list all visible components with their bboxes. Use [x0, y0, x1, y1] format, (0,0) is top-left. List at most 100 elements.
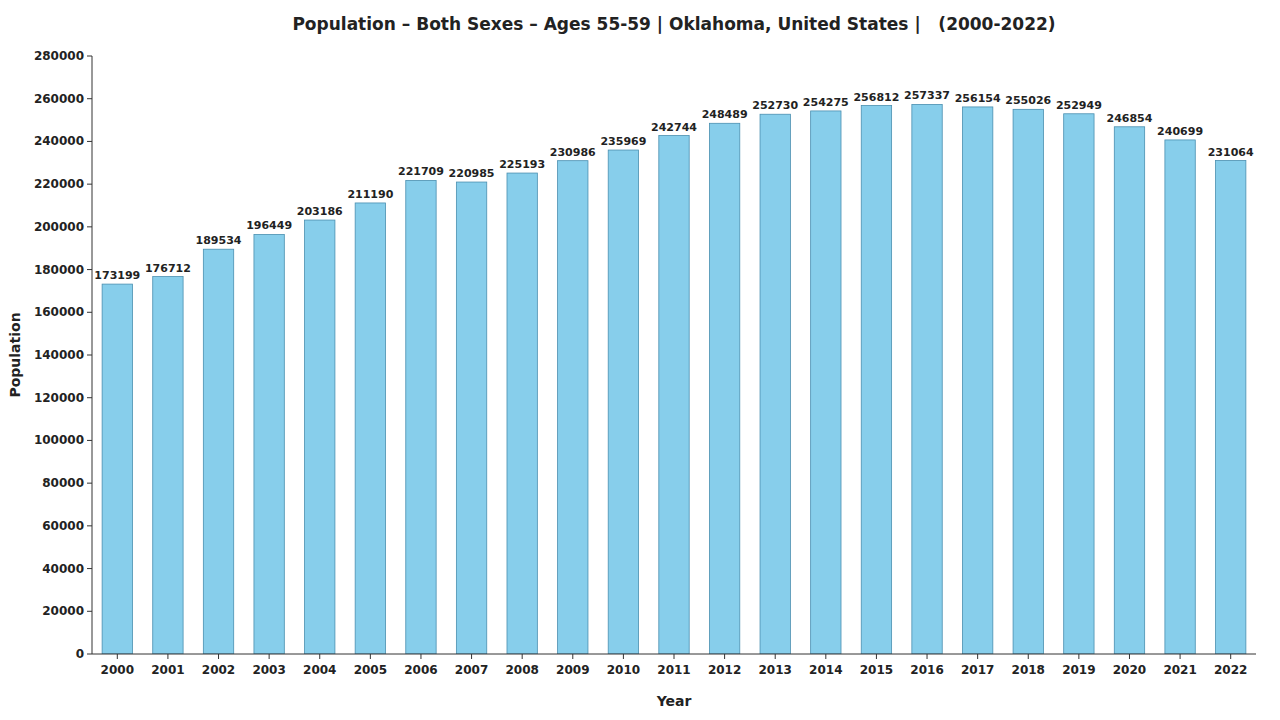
x-tick [218, 654, 219, 659]
x-tick [1230, 654, 1231, 659]
x-tick [724, 654, 725, 659]
x-tick-label: 2009 [556, 663, 589, 677]
data-label: 225193 [499, 158, 545, 171]
bar [305, 220, 335, 654]
x-axis: 2000200120022003200420052006200720082009… [92, 654, 1256, 709]
y-tick [87, 440, 92, 441]
bar [1165, 140, 1195, 654]
y-tick-label: 160000 [34, 305, 84, 319]
data-label: 221709 [398, 165, 444, 178]
y-tick-label: 120000 [34, 391, 84, 405]
bar [962, 107, 992, 654]
data-label: 256812 [853, 91, 899, 104]
y-tick [87, 226, 92, 227]
y-tick-label: 0 [76, 647, 84, 661]
y-tick-label: 180000 [34, 263, 84, 277]
y-tick-label: 200000 [34, 220, 84, 234]
y-tick-label: 280000 [34, 49, 84, 63]
y-tick-label: 140000 [34, 348, 84, 362]
x-tick [167, 654, 168, 659]
y-tick-label: 60000 [42, 519, 84, 533]
y-tick [87, 568, 92, 569]
data-label: 254275 [803, 96, 849, 109]
x-tick-label: 2011 [657, 663, 690, 677]
bar [709, 123, 739, 654]
x-tick-label: 2016 [910, 663, 943, 677]
bar [1216, 161, 1246, 654]
x-tick [876, 654, 877, 659]
bar [406, 180, 436, 654]
x-tick [674, 654, 675, 659]
y-tick-label: 20000 [42, 604, 84, 618]
x-tick [623, 654, 624, 659]
y-tick-label: 260000 [34, 92, 84, 106]
data-label: 231064 [1208, 146, 1254, 159]
data-label: 248489 [702, 108, 748, 121]
bar [811, 111, 841, 654]
x-tick-label: 2022 [1214, 663, 1247, 677]
y-axis-label: Population [7, 312, 23, 397]
x-tick-label: 2005 [354, 663, 387, 677]
x-tick [319, 654, 320, 659]
data-label: 252730 [752, 99, 798, 112]
bar [203, 249, 233, 654]
bar [102, 284, 132, 654]
x-tick-label: 2006 [404, 663, 437, 677]
y-tick [87, 269, 92, 270]
data-label: 257337 [904, 89, 950, 102]
data-label: 196449 [246, 219, 292, 232]
x-tick-label: 2017 [961, 663, 994, 677]
bar [1013, 109, 1043, 654]
x-tick [927, 654, 928, 659]
data-label: 230986 [550, 146, 596, 159]
x-tick [370, 654, 371, 659]
x-tick-label: 2019 [1062, 663, 1095, 677]
data-label: 235969 [600, 135, 646, 148]
x-tick-label: 2015 [860, 663, 893, 677]
x-tick-label: 2021 [1163, 663, 1196, 677]
bar [608, 150, 638, 654]
bars [102, 104, 1246, 654]
x-tick [420, 654, 421, 659]
bar [153, 277, 183, 654]
y-tick-label: 40000 [42, 562, 84, 576]
x-tick [1028, 654, 1029, 659]
data-label: 189534 [196, 234, 242, 247]
bar [254, 234, 284, 654]
data-label: 173199 [94, 269, 140, 282]
y-tick [87, 525, 92, 526]
y-tick-label: 100000 [34, 433, 84, 447]
y-tick [87, 654, 92, 655]
data-label: 256154 [955, 92, 1001, 105]
bar [912, 104, 942, 654]
y-tick [87, 141, 92, 142]
y-tick [87, 56, 92, 57]
x-tick [522, 654, 523, 659]
chart-container: Population – Both Sexes – Ages 55-59 | O… [0, 0, 1280, 720]
x-tick-label: 2010 [607, 663, 640, 677]
data-label: 246854 [1107, 112, 1153, 125]
bar [507, 173, 537, 654]
y-tick [87, 312, 92, 313]
data-label: 252949 [1056, 99, 1102, 112]
y-tick [87, 397, 92, 398]
bar [1064, 114, 1094, 654]
x-tick [269, 654, 270, 659]
x-tick [572, 654, 573, 659]
x-tick-label: 2013 [759, 663, 792, 677]
y-tick [87, 483, 92, 484]
bar [1114, 127, 1144, 654]
x-tick-label: 2000 [101, 663, 134, 677]
y-tick-label: 220000 [34, 177, 84, 191]
x-tick-label: 2003 [252, 663, 285, 677]
data-label: 220985 [449, 167, 495, 180]
data-label: 242744 [651, 121, 697, 134]
x-axis-label: Year [656, 693, 692, 709]
x-tick-label: 2001 [151, 663, 184, 677]
y-axis: 0200004000060000800001000001200001400001… [7, 49, 92, 661]
bar [456, 182, 486, 654]
title: Population – Both Sexes – Ages 55-59 | O… [292, 14, 1055, 34]
x-tick [1180, 654, 1181, 659]
data-label: 176712 [145, 262, 191, 275]
x-tick [825, 654, 826, 659]
